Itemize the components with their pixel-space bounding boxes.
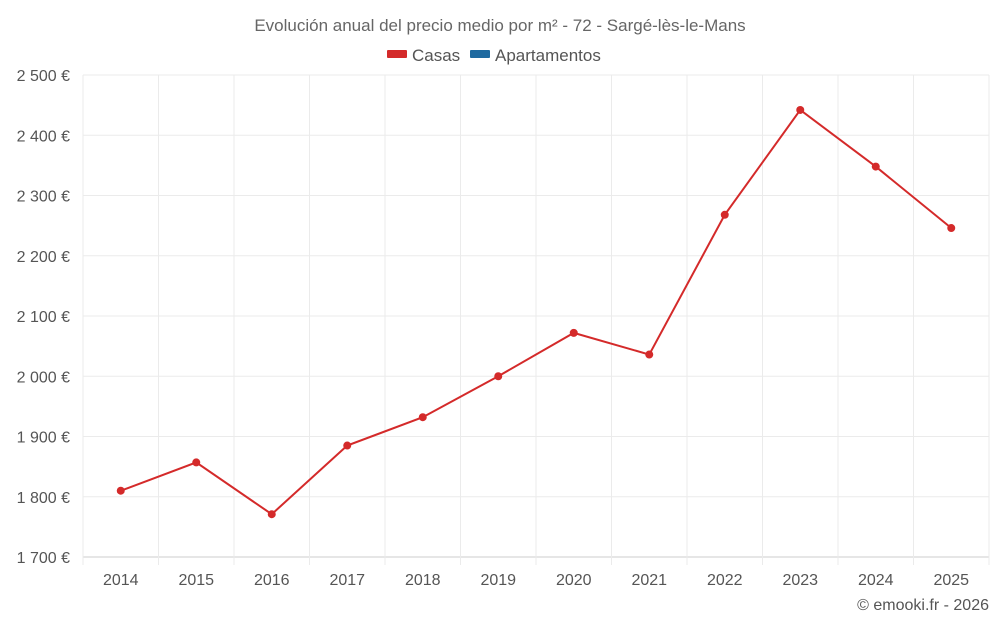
- data-point-2021[interactable]: [645, 350, 654, 359]
- data-point-2015[interactable]: [192, 458, 201, 467]
- x-tick-label: 2025: [933, 572, 969, 589]
- data-point-2014[interactable]: [116, 486, 125, 495]
- y-tick-label: 2 100 €: [17, 309, 70, 326]
- x-tick-label: 2022: [707, 572, 743, 589]
- y-tick-label: 1 700 €: [17, 550, 70, 567]
- legend-swatch-apartamentos: [470, 50, 490, 58]
- x-axis-labels: 2014 2015 2016 2017 2018 2019 2020 2021 2022 2023…: [103, 572, 969, 589]
- x-tick-label: 2024: [858, 572, 894, 589]
- series-casas: [116, 105, 956, 519]
- legend: Casas Apartamentos: [387, 46, 601, 65]
- y-tick-label: 2 300 €: [17, 189, 70, 206]
- legend-item-apartamentos[interactable]: Apartamentos: [470, 46, 601, 65]
- legend-swatch-casas: [387, 50, 407, 58]
- data-point-2020[interactable]: [569, 328, 578, 337]
- data-point-2019[interactable]: [494, 372, 503, 381]
- data-point-2016[interactable]: [267, 510, 276, 519]
- data-point-2022[interactable]: [720, 210, 729, 219]
- chart-title: Evolución anual del precio medio por m² …: [254, 16, 745, 35]
- x-tick-label: 2023: [782, 572, 818, 589]
- y-tick-label: 2 200 €: [17, 249, 70, 266]
- data-point-2018[interactable]: [418, 413, 427, 422]
- credit-text: © emooki.fr - 2026: [857, 597, 989, 614]
- series-line-casas: [120, 108, 952, 516]
- legend-label-apartamentos: Apartamentos: [495, 46, 601, 65]
- y-tick-label: 1 900 €: [17, 430, 70, 447]
- data-point-2024[interactable]: [871, 162, 880, 171]
- x-tick-label: 2021: [631, 572, 667, 589]
- data-point-2025[interactable]: [947, 224, 956, 233]
- legend-item-casas[interactable]: Casas: [387, 46, 460, 65]
- y-tick-label: 2 500 €: [17, 68, 70, 85]
- x-tick-label: 2018: [405, 572, 441, 589]
- x-gridlines: [82, 75, 990, 565]
- x-tick-label: 2017: [329, 572, 365, 589]
- x-tick-label: 2016: [254, 572, 290, 589]
- x-tick-label: 2014: [103, 572, 139, 589]
- x-tick-label: 2019: [480, 572, 516, 589]
- x-tick-label: 2020: [556, 572, 592, 589]
- y-tick-label: 2 000 €: [17, 369, 70, 386]
- y-axis-labels: 1 700 € 1 800 € 1 900 € 2 000 € 2 100 € 2 200…: [17, 68, 70, 567]
- legend-label-casas: Casas: [412, 46, 460, 65]
- data-point-2023[interactable]: [796, 105, 805, 114]
- y-tick-label: 1 800 €: [17, 490, 70, 507]
- data-point-2017[interactable]: [343, 441, 352, 450]
- x-tick-label: 2015: [178, 572, 214, 589]
- y-tick-label: 2 400 €: [17, 128, 70, 145]
